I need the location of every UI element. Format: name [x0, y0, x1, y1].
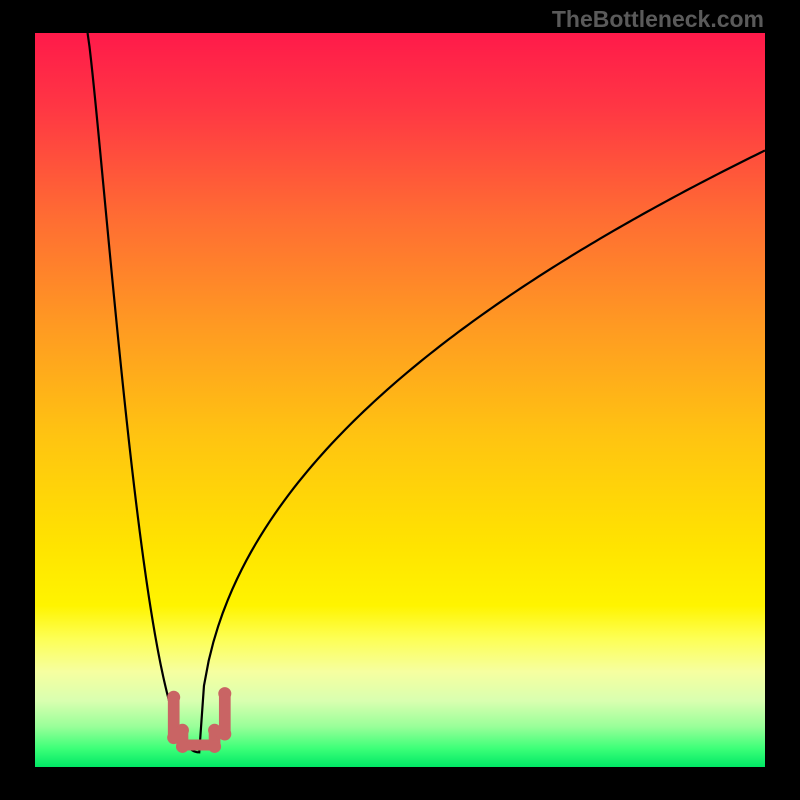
- plot-gradient-background: [35, 33, 765, 767]
- chart-svg: [0, 0, 800, 800]
- stage: TheBottleneck.com: [0, 0, 800, 800]
- marker-dot: [167, 691, 180, 704]
- marker-dot: [176, 724, 189, 737]
- marker-dot: [218, 727, 231, 740]
- marker-dot: [218, 687, 231, 700]
- marker-dot: [208, 740, 221, 753]
- marker-dot: [176, 740, 189, 753]
- watermark-text: TheBottleneck.com: [552, 6, 764, 33]
